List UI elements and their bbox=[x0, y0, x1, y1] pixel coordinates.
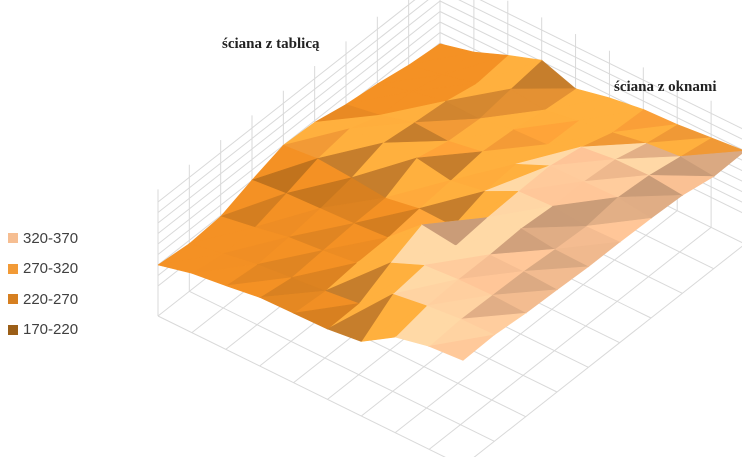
legend-label: 320-370 bbox=[23, 229, 79, 247]
wall-gridline bbox=[157, 0, 429, 213]
floor-gridline bbox=[473, 245, 742, 457]
wall-gridline bbox=[479, 0, 742, 130]
wall-gridline bbox=[157, 11, 441, 234]
surface-facet bbox=[428, 334, 496, 361]
floor-gridline bbox=[189, 290, 495, 442]
wall-gridline bbox=[157, 0, 416, 203]
wall-gridline bbox=[439, 0, 742, 151]
legend-item-220-270: 220-270 bbox=[8, 284, 78, 315]
wall-gridline bbox=[157, 21, 441, 245]
wall-gridline bbox=[157, 0, 441, 224]
floor-gridline bbox=[428, 226, 712, 450]
surface-facet bbox=[292, 303, 360, 330]
legend-swatch bbox=[8, 263, 18, 274]
legend-swatch bbox=[8, 294, 18, 305]
legend-label: 220-270 bbox=[23, 290, 79, 308]
annotation-blackboard-wall: ściana z tablicą bbox=[222, 36, 320, 52]
surface-facet bbox=[258, 290, 326, 314]
legend-swatch bbox=[8, 324, 18, 335]
legend-item-270-320: 270-320 bbox=[8, 254, 78, 285]
legend-label: 170-220 bbox=[23, 321, 79, 339]
surface-facet bbox=[191, 264, 258, 287]
legend-label: 270-320 bbox=[23, 260, 79, 278]
surface-facet bbox=[394, 318, 461, 347]
legend-item-320-370: 320-370 bbox=[8, 223, 78, 254]
legend-item-170-220: 170-220 bbox=[8, 315, 78, 346]
surface-facet bbox=[326, 293, 393, 342]
floor-gridline bbox=[394, 210, 678, 434]
surface-facet bbox=[157, 253, 224, 274]
surface-facet bbox=[225, 277, 292, 298]
annotation-window-wall: ściana z oknami bbox=[614, 79, 717, 95]
legend-swatch bbox=[8, 233, 18, 244]
surface-plot bbox=[157, 43, 742, 361]
wall-gridline bbox=[458, 0, 742, 140]
surface-facet bbox=[361, 305, 427, 342]
floor-gridline bbox=[157, 315, 446, 457]
legend: 320-370 270-320 220-270 170-220 bbox=[8, 223, 78, 345]
